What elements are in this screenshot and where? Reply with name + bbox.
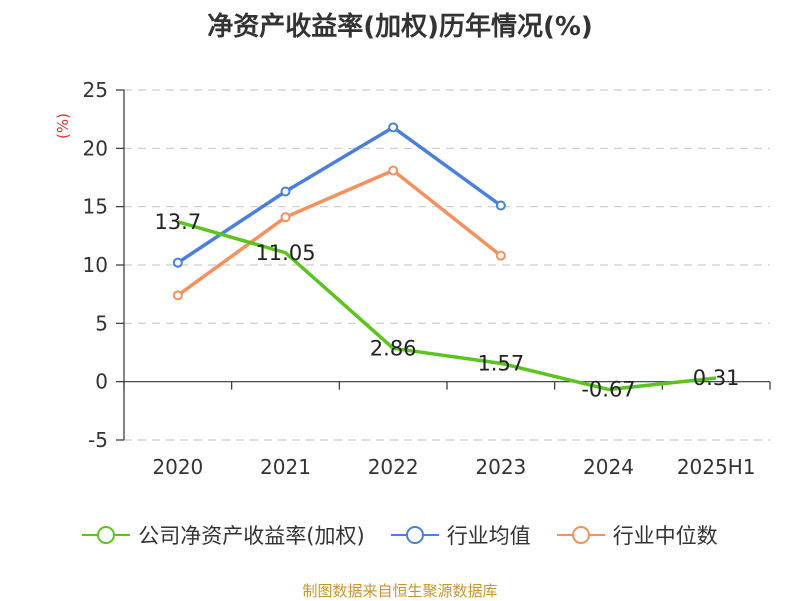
legend-swatch-industry-median (556, 526, 605, 544)
y-tick-label: 20 (83, 136, 108, 160)
point-industry_median (280, 212, 291, 223)
label-layer: 13.7 11.05 2.86 1.57 -0.67 0.31 (154, 210, 739, 402)
x-tick-label: 2020 (152, 455, 203, 479)
y-tick-label: 25 (83, 78, 108, 102)
axis-layer: -5 0 5 10 15 20 25 2020 2021 2022 2023 2024 2025H1 (%… (54, 78, 771, 479)
data-label: 11.05 (255, 241, 315, 265)
legend-label-industry-median: 行业中位数 (612, 524, 718, 548)
y-tick-label: 0 (95, 370, 108, 394)
legend-item-industry-median[interactable]: 行业中位数 (556, 520, 718, 550)
data-label: 1.57 (477, 351, 524, 375)
legend-label-industry-avg: 行业均值 (446, 524, 531, 548)
point-industry_median (495, 250, 506, 261)
grid-layer (124, 89, 770, 441)
point-industry_avg (172, 257, 183, 268)
x-tick-label: 2022 (368, 455, 419, 479)
y-tick-label: 5 (95, 311, 108, 335)
x-tick-label: 2025H1 (677, 455, 756, 479)
legend-label-company: 公司净资产收益率(加权) (138, 524, 365, 548)
legend-swatch-company (82, 526, 131, 544)
legend-swatch-industry-avg (390, 526, 439, 544)
series-line-industry_median (176, 168, 502, 297)
point-industry_avg (280, 186, 291, 197)
point-industry_median (388, 165, 399, 176)
y-tick-label: 10 (83, 253, 108, 277)
y-tick-label: -5 (88, 428, 108, 452)
point-industry_avg (388, 122, 399, 133)
data-label: -0.67 (581, 377, 635, 401)
x-tick-label: 2021 (260, 455, 311, 479)
data-label: 2.86 (370, 336, 417, 360)
data-label: 0.31 (693, 366, 740, 390)
x-tick-label: 2023 (475, 455, 526, 479)
data-label: 13.7 (154, 210, 201, 234)
y-tick-label: 15 (83, 195, 108, 219)
legend-item-company[interactable]: 公司净资产收益率(加权) (82, 520, 365, 550)
legend-item-industry-avg[interactable]: 行业均值 (390, 520, 531, 550)
legend: 公司净资产收益率(加权) 行业均值 行业中位数 (0, 520, 800, 550)
series-line-industry_avg (176, 125, 502, 265)
series-line-company (177, 220, 717, 392)
x-tick-label: 2024 (583, 455, 634, 479)
point-industry_median (172, 290, 183, 301)
chart-title: 净资产收益率(加权)历年情况(%) (207, 12, 593, 42)
series-layer (172, 122, 717, 392)
point-industry_avg (495, 200, 506, 211)
y-axis-unit: (%) (54, 113, 72, 139)
source-note: 制图数据来自恒生聚源数据库 (302, 582, 498, 600)
